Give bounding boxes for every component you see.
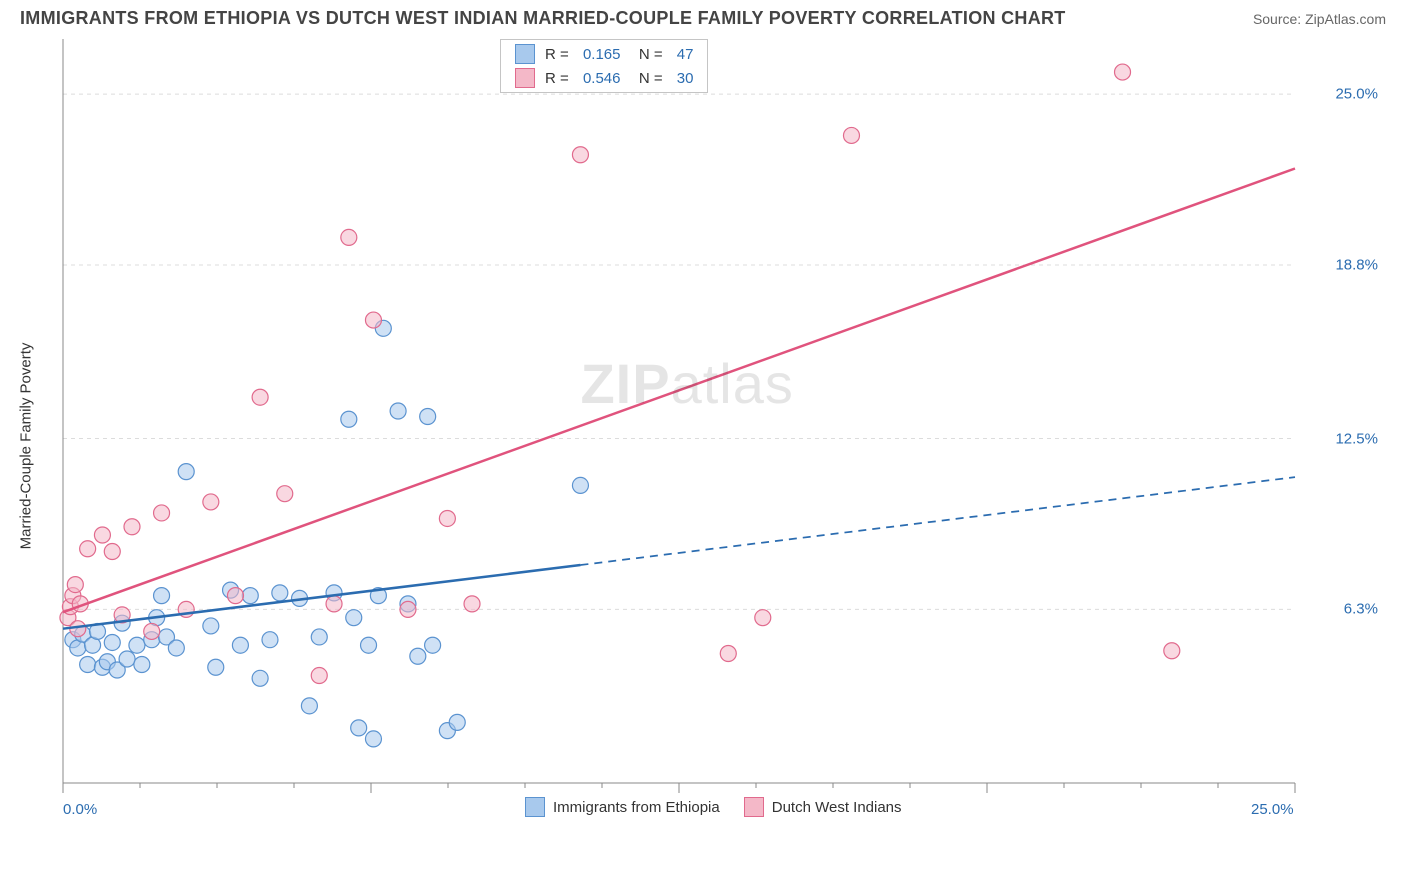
n-value: 30 (677, 70, 694, 87)
y-tick-label: 25.0% (1335, 86, 1378, 103)
x-tick-label: 0.0% (63, 801, 97, 818)
y-tick-label: 18.8% (1335, 256, 1378, 273)
legend-swatch (515, 44, 535, 64)
source-attribution: Source: ZipAtlas.com (1253, 11, 1386, 27)
legend-stat-row: R = 0.546 N = 30 (501, 66, 707, 90)
legend-swatch (744, 797, 764, 817)
legend-swatch (525, 797, 545, 817)
y-tick-label: 12.5% (1335, 430, 1378, 447)
series-legend: Immigrants from Ethiopia Dutch West India… (525, 797, 902, 817)
legend-series-label: Immigrants from Ethiopia (553, 799, 720, 816)
r-label: R = (545, 70, 573, 87)
chart-container: R = 0.165 N = 47R = 0.546 N = 30 ZIPatla… (55, 33, 1386, 823)
chart-header: IMMIGRANTS FROM ETHIOPIA VS DUTCH WEST I… (0, 0, 1406, 33)
n-value: 47 (677, 46, 694, 63)
y-axis-label: Married-Couple Family Poverty (18, 343, 35, 550)
chart-title: IMMIGRANTS FROM ETHIOPIA VS DUTCH WEST I… (20, 8, 1066, 29)
legend-series-label: Dutch West Indians (772, 799, 902, 816)
n-label: N = (630, 46, 666, 63)
legend-swatch (515, 68, 535, 88)
legend-stat-row: R = 0.165 N = 47 (501, 42, 707, 66)
n-label: N = (630, 70, 666, 87)
r-value: 0.546 (583, 70, 621, 87)
y-tick-label: 6.3% (1344, 601, 1378, 618)
r-label: R = (545, 46, 573, 63)
x-tick-label: 25.0% (1251, 801, 1294, 818)
scatter-plot (55, 33, 1365, 823)
r-value: 0.165 (583, 46, 621, 63)
legend-series-item: Dutch West Indians (744, 797, 902, 817)
correlation-legend: R = 0.165 N = 47R = 0.546 N = 30 (500, 39, 708, 93)
legend-series-item: Immigrants from Ethiopia (525, 797, 720, 817)
